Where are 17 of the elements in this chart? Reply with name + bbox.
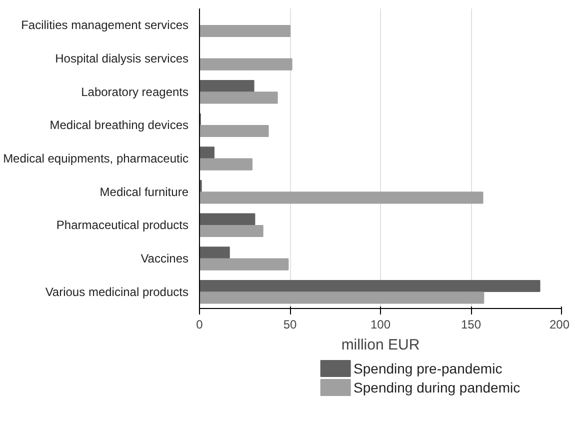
legend-label: Spending pre-pandemic (354, 360, 502, 376)
y-tick-label: Various medicinal products (45, 284, 189, 299)
y-tick-label: Laboratory reagents (81, 84, 189, 99)
x-tick-label: 200 (549, 318, 570, 332)
x-axis-title: million EUR (341, 336, 420, 354)
y-tick-label: Medical furniture (100, 184, 189, 199)
legend-label: Spending during pandemic (354, 380, 520, 396)
y-tick-label: Medical equipments, pharmaceutic (3, 152, 189, 166)
x-tick-label: 150 (460, 318, 482, 332)
y-tick-label: Pharmaceutical products (56, 218, 189, 232)
x-tick-label: 100 (370, 318, 391, 332)
y-tick-label: Hospital dialysis services (55, 52, 189, 66)
y-tick-label: Medical breathing devices (50, 118, 189, 132)
x-tick-label: 50 (283, 318, 297, 332)
y-tick-label: Facilities management services (21, 18, 189, 32)
y-tick-label: Vaccines (140, 252, 189, 266)
x-tick-label: 0 (196, 318, 204, 332)
